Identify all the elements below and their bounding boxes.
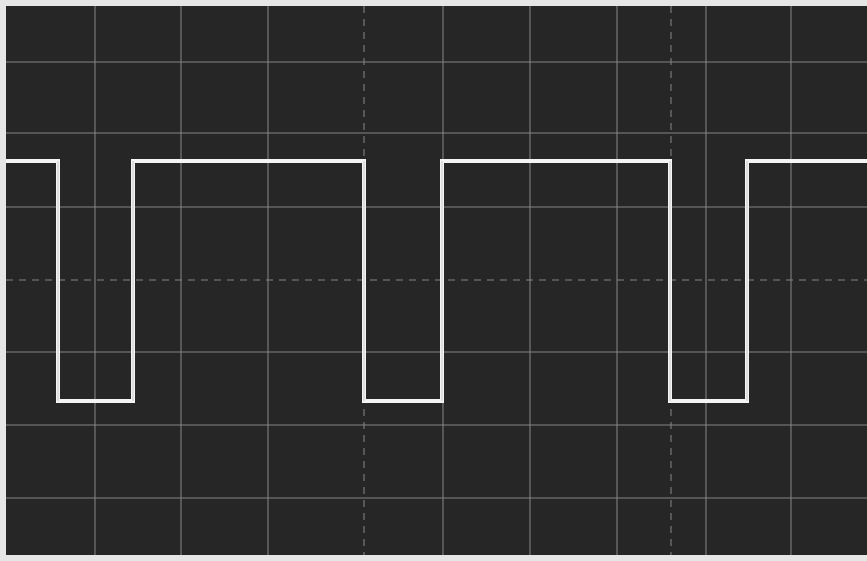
page: Oscilloscope {} html, body { margin: 0; … [0,0,867,561]
scope-screen [0,0,867,561]
body [0,0,867,561]
